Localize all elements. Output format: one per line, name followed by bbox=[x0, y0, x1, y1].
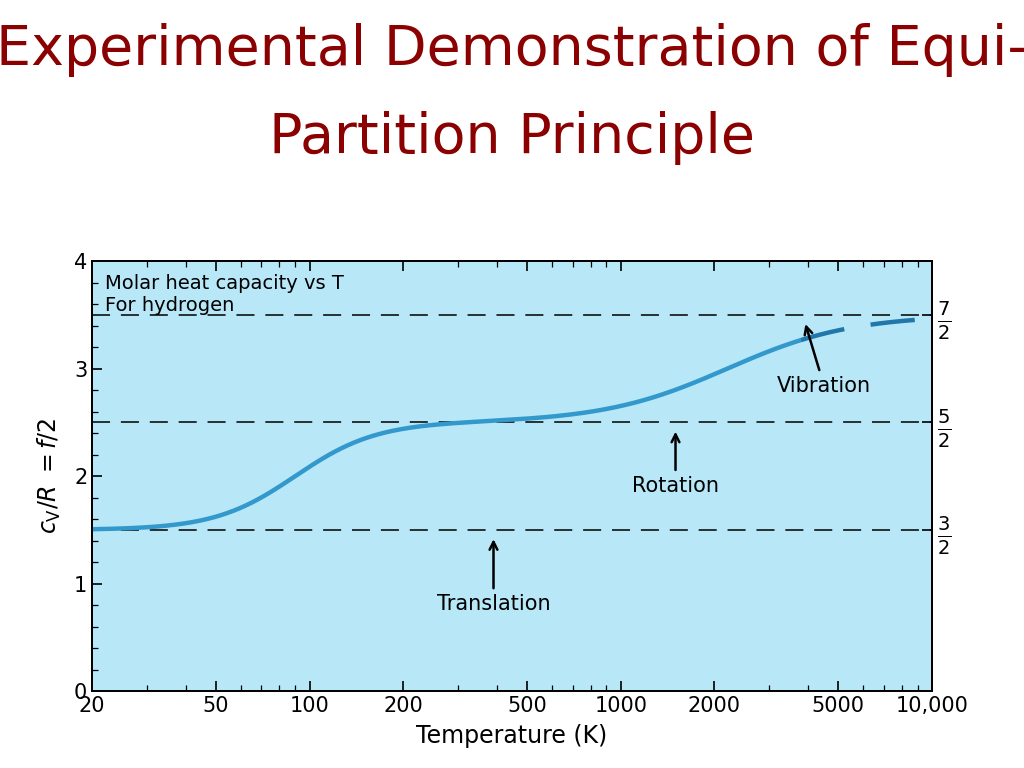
Text: Vibration: Vibration bbox=[777, 326, 871, 396]
Text: Translation: Translation bbox=[436, 542, 550, 614]
Text: Experimental Demonstration of Equi-: Experimental Demonstration of Equi- bbox=[0, 23, 1024, 77]
X-axis label: Temperature (K): Temperature (K) bbox=[417, 724, 607, 748]
Text: Rotation: Rotation bbox=[632, 435, 719, 495]
Y-axis label: $c_{\mathrm{V}}/R\ =f/2$: $c_{\mathrm{V}}/R\ =f/2$ bbox=[36, 419, 62, 534]
Text: Partition Principle: Partition Principle bbox=[269, 111, 755, 165]
Text: Molar heat capacity vs T
For hydrogen: Molar heat capacity vs T For hydrogen bbox=[105, 274, 344, 315]
